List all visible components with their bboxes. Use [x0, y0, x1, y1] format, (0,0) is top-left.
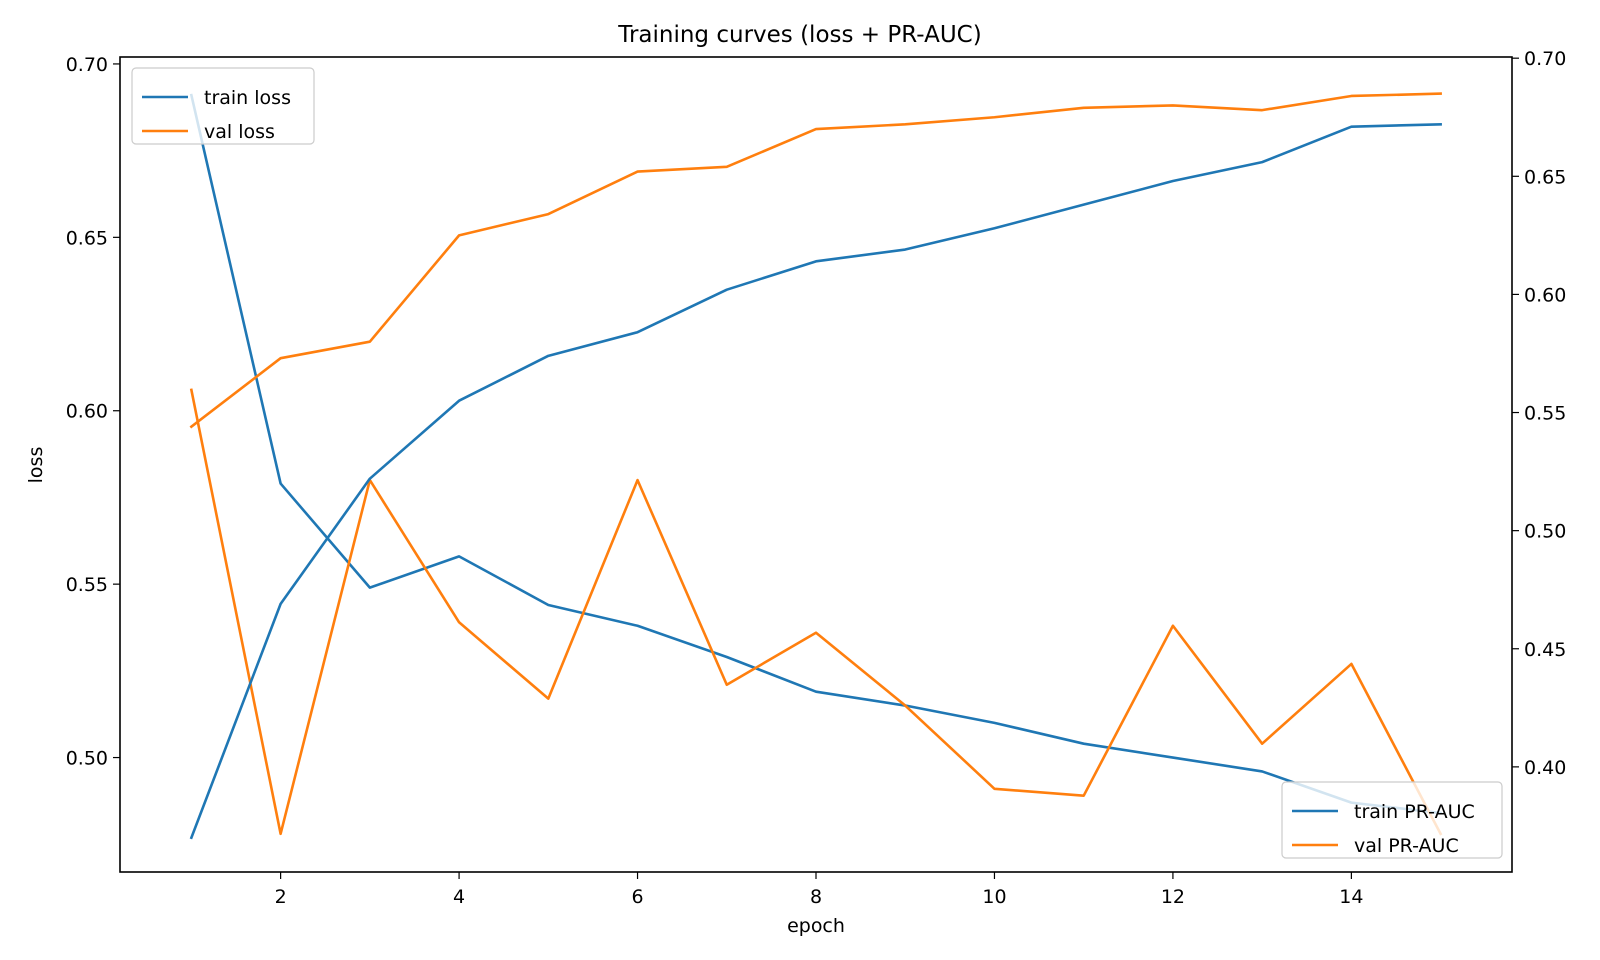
legend-box [131, 67, 315, 145]
left-y-tick-label: 0.70 [66, 54, 108, 76]
chart-title: Training curves (loss + PR-AUC) [617, 22, 981, 48]
x-tick-label: 12 [1161, 886, 1185, 908]
legend-label-train-loss: train loss [204, 87, 291, 109]
right-y-tick-label: 0.45 [1524, 639, 1566, 661]
plot-frame [119, 56, 1513, 873]
x-tick-label: 4 [453, 886, 465, 908]
legend-label-train-pr-auc: train PR-AUC [1354, 801, 1475, 823]
legend-box [1281, 781, 1503, 859]
left-y-tick-label: 0.65 [66, 227, 108, 249]
left-y-tick-label: 0.60 [66, 401, 108, 423]
x-tick-label: 6 [631, 886, 643, 908]
series-layer [189, 92, 1443, 840]
series-line-val-loss [189, 388, 1443, 836]
right-y-tick-label: 0.55 [1524, 403, 1566, 425]
x-tick-label: 14 [1339, 886, 1363, 908]
right-y-tick-label: 0.65 [1524, 166, 1566, 188]
x-tick-label: 8 [810, 886, 822, 908]
left-y-tick-label: 0.50 [66, 748, 108, 770]
y-axis-title: loss [25, 447, 47, 484]
series-line-val-pr-auc [189, 92, 1442, 429]
right-y-axis: 0.40 0.45 0.50 0.55 0.60 0.65 0.70 [1512, 48, 1566, 779]
left-y-axis: 0.50 0.55 0.60 0.65 0.70 [66, 54, 120, 770]
x-axis: 2 4 6 8 10 12 14 [275, 872, 1363, 908]
x-tick-label: 10 [982, 886, 1006, 908]
x-tick-label: 2 [275, 886, 287, 908]
legend-label-val-pr-auc: val PR-AUC [1354, 835, 1459, 857]
left-y-tick-label: 0.55 [66, 574, 108, 596]
x-axis-title: epoch [787, 915, 845, 937]
right-y-tick-label: 0.70 [1524, 48, 1566, 70]
series-line-train-pr-auc [189, 122, 1442, 840]
series-line-train-loss [189, 93, 1443, 815]
right-y-tick-label: 0.40 [1524, 757, 1566, 779]
right-y-tick-label: 0.50 [1524, 521, 1566, 543]
legend-label-val-loss: val loss [204, 121, 275, 143]
legend-loss: train loss val loss [131, 67, 315, 145]
legend-pr-auc: train PR-AUC val PR-AUC [1281, 781, 1503, 859]
right-y-tick-label: 0.60 [1524, 284, 1566, 306]
